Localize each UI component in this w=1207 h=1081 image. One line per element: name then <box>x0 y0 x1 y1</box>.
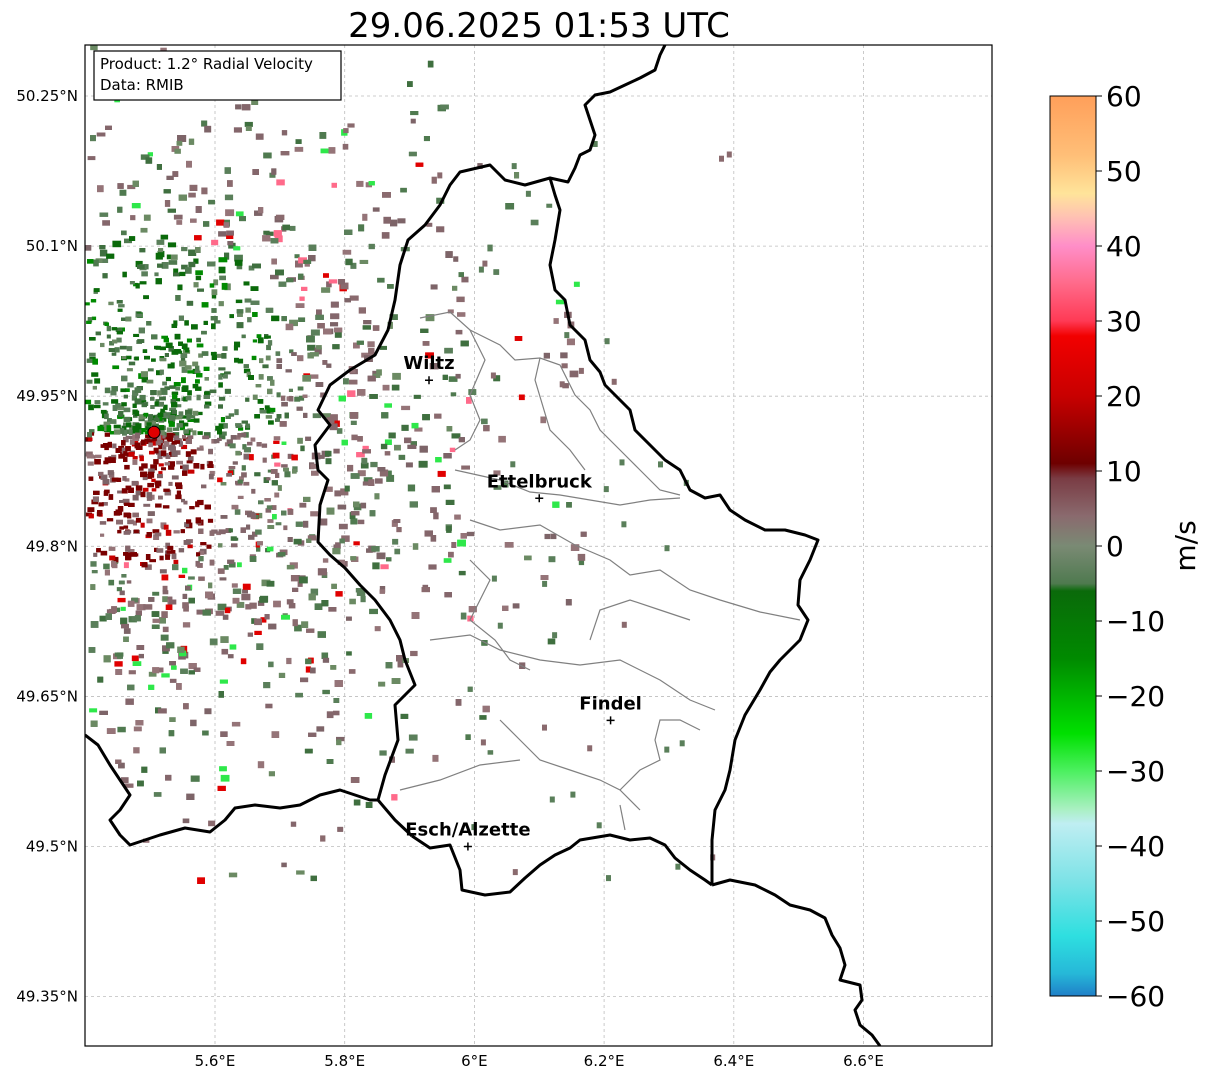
lat-tick-label: 49.95°N <box>16 387 78 405</box>
info-data-source: Data: RMIB <box>100 76 184 94</box>
lat-tick-label: 49.8°N <box>26 537 78 555</box>
colorbar-tick-label: −40 <box>1106 830 1165 863</box>
lat-tick-label: 49.65°N <box>16 687 78 705</box>
map-frame <box>84 44 993 1047</box>
colorbar-tick-label: 50 <box>1106 155 1142 188</box>
city-cross-icon <box>535 494 544 503</box>
lon-tick-label: 5.8°E <box>324 1052 365 1070</box>
city-label: Findel <box>579 693 642 714</box>
colorbar-tick-label: 40 <box>1106 230 1142 263</box>
city-label: Esch/Alzette <box>405 820 530 841</box>
lat-tick-label: 50.1°N <box>26 237 78 255</box>
latitude-ticks: 50.25°N 50.1°N 49.95°N 49.8°N 49.65°N 49.5°N 4… <box>16 87 78 1006</box>
city-marker: Findel <box>579 693 642 725</box>
city-label: Wiltz <box>403 353 454 374</box>
info-product: Product: 1.2° Radial Velocity <box>100 55 313 73</box>
colorbar-tick-label: 60 <box>1106 80 1142 113</box>
lon-tick-label: 6.6°E <box>843 1052 884 1070</box>
lon-tick-label: 6.2°E <box>584 1052 625 1070</box>
city-cross-icon <box>425 376 434 385</box>
colorbar-scale <box>1049 95 1097 997</box>
colorbar-unit-label: m/s <box>1169 520 1202 571</box>
colorbar-tick-label: −20 <box>1106 680 1165 713</box>
colorbar-tick-label: 10 <box>1106 455 1142 488</box>
national-borders <box>85 45 882 1046</box>
lon-tick-label: 6.4°E <box>713 1052 754 1070</box>
colorbar: 60 50 40 30 20 10 0 −10 −20 −30 −40 −50 −60 m/s <box>1049 80 1202 1013</box>
colorbar-tick-label: −10 <box>1106 605 1165 638</box>
city-marker: Esch/Alzette <box>405 820 531 851</box>
lon-tick-label: 6°E <box>461 1052 488 1070</box>
longitude-ticks: 5.6°E 5.8°E 6°E 6.2°E 6.4°E 6.6°E <box>195 1052 884 1070</box>
city-markers: Wiltz Ettelbruck Findel Esch/Alzette <box>403 353 642 851</box>
lat-tick-label: 49.35°N <box>16 988 78 1006</box>
colorbar-tick-label: 0 <box>1106 530 1124 563</box>
city-cross-icon <box>606 716 615 725</box>
city-marker: Ettelbruck <box>487 471 593 503</box>
plot-title: 29.06.2025 01:53 UTC <box>348 6 730 46</box>
lat-tick-label: 50.25°N <box>16 87 78 105</box>
lat-tick-label: 49.5°N <box>26 838 78 856</box>
map-gridlines <box>85 45 992 1046</box>
colorbar-tick-label: −30 <box>1106 755 1165 788</box>
colorbar-tick-label: −60 <box>1106 980 1165 1013</box>
colorbar-tick-label: −50 <box>1106 905 1165 938</box>
city-cross-icon <box>463 842 472 851</box>
lon-tick-label: 5.6°E <box>195 1052 236 1070</box>
city-label: Ettelbruck <box>487 471 593 492</box>
info-box: Product: 1.2° Radial Velocity Data: RMIB <box>93 50 342 101</box>
colorbar-tick-label: 30 <box>1106 305 1142 338</box>
city-marker: Wiltz <box>403 353 455 385</box>
colorbar-tick-label: 20 <box>1106 380 1142 413</box>
colorbar-ticks: 60 50 40 30 20 10 0 −10 −20 −30 −40 −50 −60 <box>1096 80 1165 1013</box>
radar-site-marker <box>147 425 161 439</box>
canton-boundaries <box>399 311 801 831</box>
